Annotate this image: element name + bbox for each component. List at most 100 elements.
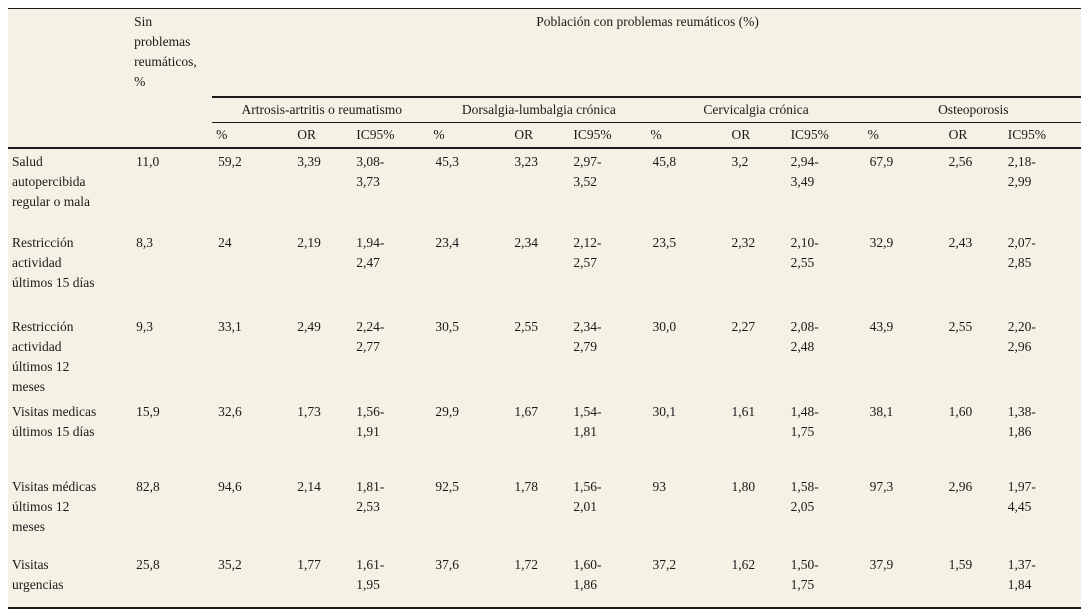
no-problems-header: Sin problemas reumáticos, %	[130, 8, 213, 149]
pct-value: 23,4	[435, 235, 459, 250]
subheader-ic95: IC95%	[784, 122, 864, 149]
pct-value: 38,1	[869, 404, 894, 419]
pct-value: 23,5	[652, 235, 677, 250]
pct-value: 67,9	[869, 154, 894, 169]
pct-value: 32,9	[869, 235, 894, 250]
row-label: Restricción actividad últimos 15 días	[12, 235, 95, 290]
group-header-cervicalgia: Cervicalgia crónica	[646, 97, 864, 123]
or-value: 1,60	[948, 404, 973, 419]
ic95-value: 1,38- 1,86	[1007, 404, 1036, 439]
table-row: Salud autopercibida regular o mala 11,0 59…	[8, 148, 1081, 230]
table-row: Visitas medicas últimos 15 días 15,9 32,6 1…	[8, 399, 1081, 474]
results-table-container: Sin problemas reumáticos, % Población co…	[8, 8, 1081, 609]
table-row: Visitas médicas últimos 12 meses 82,8 94,6…	[8, 474, 1081, 552]
or-value: 3,2	[731, 154, 749, 169]
group-header-artrosis: Artrosis-artritis o reumatismo	[212, 97, 430, 123]
or-value: 2,96	[948, 479, 973, 494]
ic95-value: 2,07- 2,85	[1007, 235, 1036, 270]
pct-value: 43,9	[869, 319, 894, 334]
ic95-value: 2,20- 2,96	[1007, 319, 1036, 354]
or-value: 1,73	[297, 404, 321, 419]
or-value: 2,27	[731, 319, 756, 334]
pct-value: 30,0	[652, 319, 677, 334]
table-body: Salud autopercibida regular o mala 11,0 59…	[8, 148, 1081, 608]
subheader-pct: %	[863, 122, 935, 149]
pct-value: 30,1	[652, 404, 677, 419]
pct-value: 97,3	[869, 479, 894, 494]
pct-value: 35,2	[218, 557, 242, 572]
pct-value: 37,2	[652, 557, 677, 572]
or-value: 2,43	[948, 235, 973, 250]
ic95-value: 1,56- 1,91	[356, 404, 385, 439]
pct-value: 92,5	[435, 479, 459, 494]
ic95-value: 2,94- 3,49	[790, 154, 819, 189]
subheader-or: OR	[500, 122, 568, 149]
group-header-dorsalgia: Dorsalgia-lumbalgia crónica	[429, 97, 647, 123]
subheader-pct: %	[646, 122, 718, 149]
ic95-value: 2,24- 2,77	[356, 319, 385, 354]
pct-value: 32,6	[218, 404, 242, 419]
ic95-value: 1,50- 1,75	[790, 557, 819, 592]
ic95-value: 1,61- 1,95	[356, 557, 385, 592]
subheader-ic95: IC95%	[567, 122, 647, 149]
or-value: 1,77	[297, 557, 321, 572]
pct-value: 33,1	[218, 319, 242, 334]
ic95-value: 1,81- 2,53	[356, 479, 385, 514]
header-row-groups: Artrosis-artritis o reumatismo Dorsalgia…	[8, 97, 1081, 123]
or-value: 1,62	[731, 557, 756, 572]
or-value: 1,59	[948, 557, 973, 572]
subheader-ic95: IC95%	[350, 122, 430, 149]
no-problems-value: 9,3	[136, 319, 153, 334]
no-problems-value: 11,0	[136, 154, 160, 169]
or-value: 2,55	[514, 319, 538, 334]
ic95-value: 1,56- 2,01	[573, 479, 602, 514]
table-row: Restricción actividad últimos 15 días 8,3…	[8, 230, 1081, 314]
or-value: 1,67	[514, 404, 538, 419]
or-value: 1,80	[731, 479, 756, 494]
pct-value: 59,2	[218, 154, 242, 169]
ic95-value: 2,08- 2,48	[790, 319, 819, 354]
pct-value: 29,9	[435, 404, 459, 419]
row-label: Visitas médicas últimos 12 meses	[12, 479, 97, 534]
or-value: 2,49	[297, 319, 321, 334]
subheader-or: OR	[283, 122, 351, 149]
or-value: 3,23	[514, 154, 538, 169]
pct-value: 37,9	[869, 557, 894, 572]
row-label: Visitas medicas últimos 15 días	[12, 404, 97, 439]
or-value: 1,61	[731, 404, 756, 419]
pct-value: 94,6	[218, 479, 242, 494]
results-table: Sin problemas reumáticos, % Población co…	[8, 8, 1081, 609]
ic95-value: 2,12- 2,57	[573, 235, 602, 270]
pct-value: 24	[218, 235, 232, 250]
no-problems-value: 82,8	[136, 479, 160, 494]
ic95-value: 1,58- 2,05	[790, 479, 819, 514]
subheader-pct: %	[429, 122, 501, 149]
pct-value: 45,8	[652, 154, 677, 169]
ic95-value: 1,48- 1,75	[790, 404, 819, 439]
row-label: Visitas urgencias	[12, 557, 64, 592]
or-value: 2,55	[948, 319, 973, 334]
ic95-value: 1,54- 1,81	[573, 404, 602, 439]
corner-cell	[8, 8, 131, 149]
no-problems-value: 15,9	[136, 404, 160, 419]
subheader-or: OR	[934, 122, 1002, 149]
header-row-top: Sin problemas reumáticos, % Población co…	[8, 8, 1081, 149]
subheader-ic95: IC95%	[1001, 122, 1081, 149]
pct-value: 93	[652, 479, 666, 494]
no-problems-value: 25,8	[136, 557, 160, 572]
ic95-value: 2,97- 3,52	[573, 154, 602, 189]
or-value: 2,34	[514, 235, 538, 250]
population-header: Población con problemas reumáticos (%)	[212, 8, 1081, 98]
or-value: 3,39	[297, 154, 321, 169]
or-value: 2,19	[297, 235, 321, 250]
header-row-subheaders: % OR IC95% % OR IC95% % OR IC95% % OR IC…	[8, 122, 1081, 149]
ic95-value: 2,10- 2,55	[790, 235, 819, 270]
table-row: Restricción actividad últimos 12 meses 9,…	[8, 314, 1081, 399]
ic95-value: 2,34- 2,79	[573, 319, 602, 354]
or-value: 1,72	[514, 557, 538, 572]
or-value: 2,32	[731, 235, 756, 250]
pct-value: 30,5	[435, 319, 459, 334]
table-row: Visitas urgencias 25,8 35,2 1,77 1,61- 1,95 3…	[8, 552, 1081, 608]
or-value: 1,78	[514, 479, 538, 494]
ic95-value: 3,08- 3,73	[356, 154, 385, 189]
